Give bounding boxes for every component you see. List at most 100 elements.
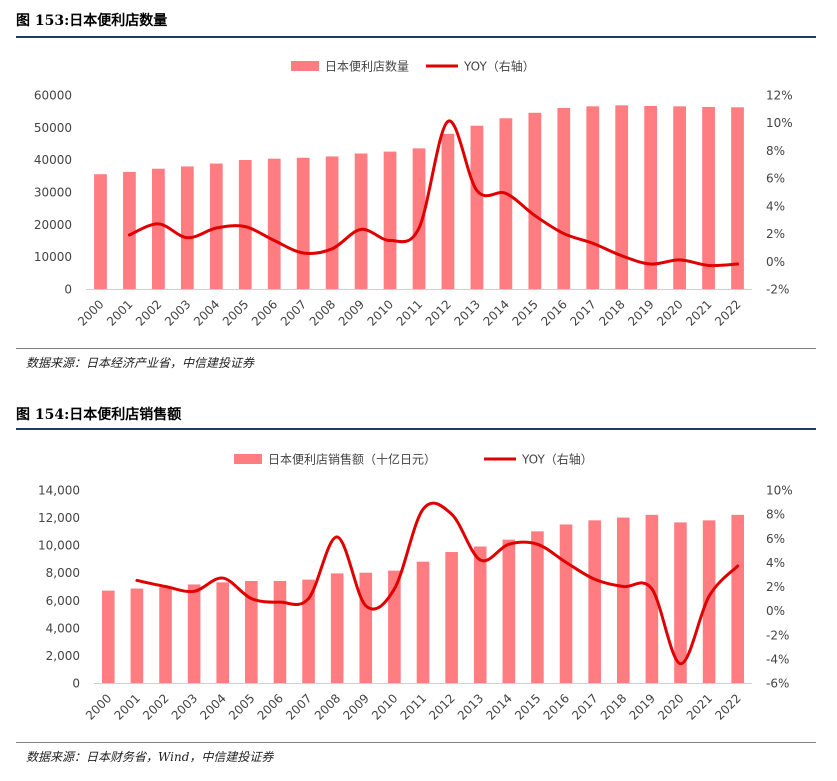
bar bbox=[559, 524, 573, 683]
bar bbox=[159, 587, 172, 683]
y-left-tick-label: 14,000 bbox=[38, 484, 80, 498]
bar bbox=[473, 546, 487, 683]
x-tick-label: 2010 bbox=[369, 691, 400, 722]
source-rule bbox=[16, 742, 816, 743]
y-right-tick-label: 0% bbox=[766, 255, 785, 269]
x-tick-label: 2016 bbox=[541, 691, 572, 722]
y-right-tick-label: 6% bbox=[766, 532, 785, 546]
x-tick-label: 2007 bbox=[278, 297, 309, 328]
bar bbox=[412, 148, 426, 289]
y-right-tick-label: -2% bbox=[766, 628, 789, 642]
figure-title: 图 153:日本便利店数量 bbox=[16, 13, 168, 29]
y-left-tick-label: 6,000 bbox=[46, 594, 80, 608]
x-tick-label: 2022 bbox=[712, 297, 743, 328]
x-tick-label: 2015 bbox=[509, 297, 540, 328]
y-left-tick-label: 30000 bbox=[34, 186, 72, 200]
source-note: 数据来源：日本经济产业省，中信建投证券 bbox=[26, 356, 255, 370]
bar bbox=[152, 168, 165, 289]
bar bbox=[359, 572, 373, 683]
x-tick-label: 2004 bbox=[191, 297, 222, 328]
yoy-line bbox=[127, 119, 740, 268]
bar bbox=[673, 106, 686, 289]
y-right-tick-label: 4% bbox=[766, 556, 785, 570]
x-tick-label: 2009 bbox=[340, 691, 371, 722]
x-tick-label: 2015 bbox=[512, 691, 543, 722]
yoy-line bbox=[135, 501, 740, 666]
bar bbox=[470, 125, 484, 289]
bar bbox=[330, 573, 344, 683]
x-tick-label: 2020 bbox=[654, 297, 685, 328]
bar bbox=[187, 584, 201, 683]
x-tick-label: 2006 bbox=[255, 691, 286, 722]
x-tick-label: 2006 bbox=[249, 297, 280, 328]
bar bbox=[499, 118, 513, 289]
bar bbox=[441, 133, 455, 289]
x-tick-label: 2018 bbox=[598, 691, 629, 722]
x-tick-label: 2008 bbox=[312, 691, 343, 722]
x-tick-label: 2019 bbox=[625, 297, 656, 328]
y-left-tick-label: 0 bbox=[64, 283, 72, 297]
bar bbox=[416, 561, 430, 683]
bar bbox=[123, 171, 136, 289]
x-tick-label: 2003 bbox=[169, 691, 200, 722]
bar bbox=[731, 107, 744, 289]
x-tick-label: 2017 bbox=[569, 691, 600, 722]
x-tick-label: 2000 bbox=[75, 297, 106, 328]
title-rule bbox=[16, 428, 816, 430]
x-tick-label: 2017 bbox=[567, 297, 598, 328]
x-tick-label: 2002 bbox=[133, 297, 164, 328]
x-tick-label: 2020 bbox=[655, 691, 686, 722]
bar bbox=[702, 520, 716, 683]
x-tick-label: 2012 bbox=[426, 691, 457, 722]
bar bbox=[528, 112, 542, 290]
bar bbox=[616, 517, 630, 683]
x-tick-label: 2022 bbox=[712, 691, 743, 722]
x-tick-label: 2013 bbox=[455, 691, 486, 722]
bar bbox=[267, 158, 281, 289]
bar bbox=[273, 580, 287, 683]
bar bbox=[102, 590, 115, 683]
x-tick-label: 2005 bbox=[220, 297, 251, 328]
legend-label-line: YOY（右轴） bbox=[463, 59, 535, 74]
x-tick-label: 2011 bbox=[398, 691, 429, 722]
bar bbox=[296, 157, 310, 289]
y-right-tick-label: 8% bbox=[766, 144, 785, 158]
bar bbox=[644, 105, 658, 289]
x-tick-label: 2007 bbox=[283, 691, 314, 722]
bar bbox=[615, 105, 629, 289]
x-tick-label: 2016 bbox=[538, 297, 569, 328]
bar bbox=[702, 106, 715, 289]
y-right-tick-label: -6% bbox=[766, 677, 789, 691]
y-right-tick-label: 10% bbox=[766, 484, 793, 498]
legend-label-bar: 日本便利店数量 bbox=[325, 59, 409, 74]
title-rule bbox=[16, 36, 816, 38]
x-tick-label: 2021 bbox=[684, 691, 715, 722]
y-right-tick-label: 4% bbox=[766, 199, 785, 213]
x-tick-label: 2001 bbox=[112, 691, 143, 722]
bar bbox=[445, 552, 458, 683]
y-right-tick-label: 8% bbox=[766, 508, 785, 522]
x-tick-label: 2005 bbox=[226, 691, 257, 722]
bar bbox=[302, 579, 315, 683]
bar bbox=[216, 582, 230, 683]
x-tick-label: 2002 bbox=[140, 691, 171, 722]
x-tick-label: 2001 bbox=[104, 297, 135, 328]
x-tick-label: 2011 bbox=[394, 297, 425, 328]
y-left-tick-label: 4,000 bbox=[46, 621, 80, 635]
x-tick-label: 2014 bbox=[483, 691, 514, 722]
legend-swatch-bar bbox=[291, 61, 319, 71]
x-tick-label: 2018 bbox=[596, 297, 627, 328]
x-tick-label: 2014 bbox=[480, 297, 511, 328]
y-left-tick-label: 40000 bbox=[34, 153, 72, 167]
y-left-tick-label: 60000 bbox=[34, 89, 72, 103]
bar bbox=[383, 151, 397, 289]
bar bbox=[531, 531, 544, 683]
y-left-tick-label: 20000 bbox=[34, 218, 72, 232]
bar bbox=[731, 514, 744, 683]
y-right-tick-label: -4% bbox=[766, 652, 789, 666]
legend-swatch-bar bbox=[234, 454, 262, 464]
bar bbox=[180, 166, 194, 289]
x-tick-label: 2012 bbox=[423, 297, 454, 328]
y-left-tick-label: 50000 bbox=[34, 121, 72, 135]
y-left-tick-label: 10000 bbox=[34, 250, 72, 264]
